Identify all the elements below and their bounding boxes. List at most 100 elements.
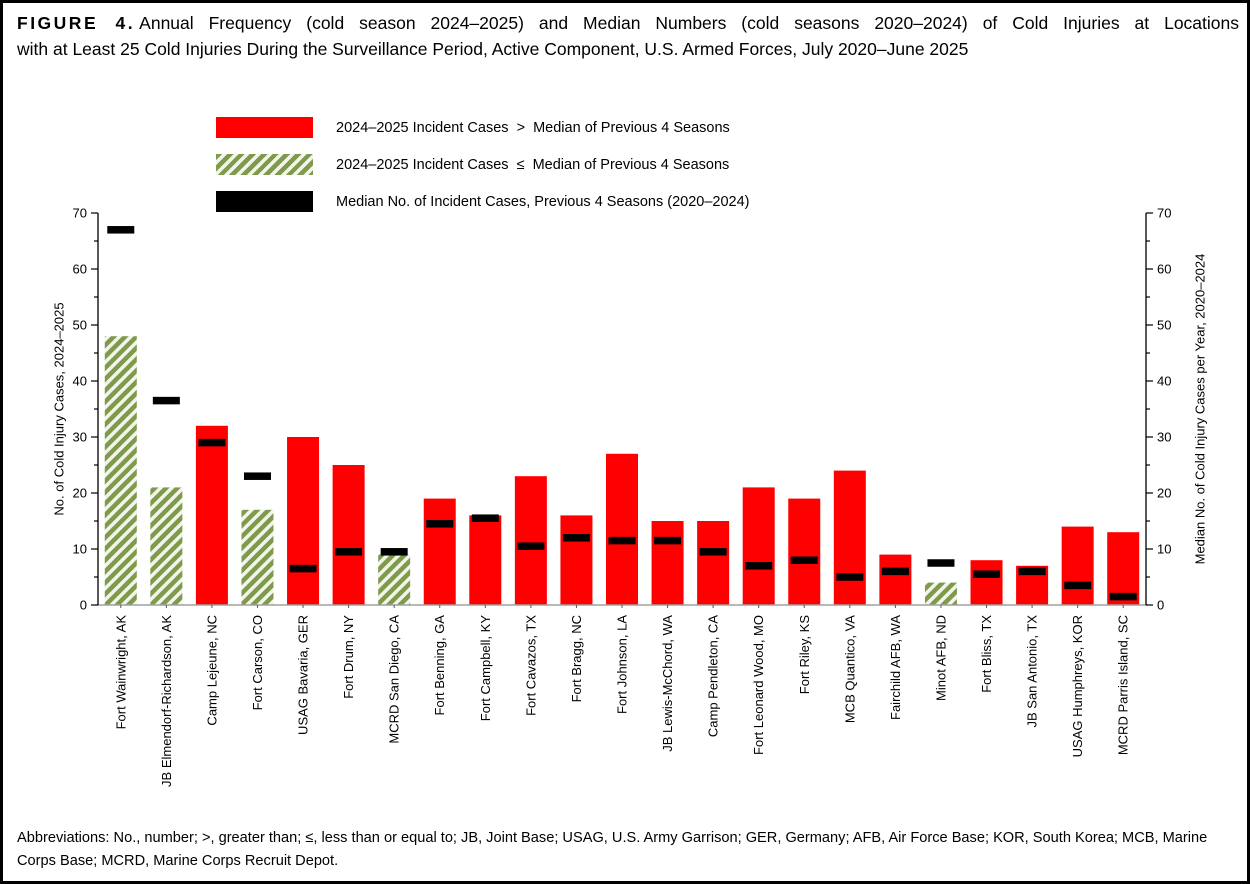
cold-injury-bar-chart: 0 0 10 10 20 20 30 30 40 40 50 50 60 60 70 70 Fort Wainw… [52,206,1208,787]
left-y-tick-label: 60 [73,262,87,277]
median-marker [1018,567,1046,576]
title-line-2: with at Least 25 Cold Injuries During th… [17,39,969,59]
right-y-tick-label: 0 [1157,598,1164,613]
x-axis-category-label: Fort Cavazos, TX [523,615,538,716]
median-marker [608,536,636,545]
x-axis-category-label: Fort Drum, NY [341,615,356,699]
median-marker [973,570,1001,578]
x-axis-category-label: MCB Quantico, VA [842,615,857,723]
median-marker [699,548,727,556]
left-y-axis-title: No. of Cold Injury Cases, 2024–2025 [52,302,67,515]
median-marker [380,548,408,556]
bar-above-median [879,554,912,605]
x-axis-category-label: Minot AFB, ND [933,615,948,701]
legend-label: 2024–2025 Incident Cases > Median of Pre… [336,119,730,136]
footer-abbreviations: Abbreviations: No., number; >, greater t… [17,830,1208,869]
median-marker [1109,592,1137,601]
median-marker [745,562,773,570]
legend-swatch-red [216,117,313,138]
right-y-tick-label: 10 [1157,542,1171,557]
left-y-tick-label: 70 [73,206,87,221]
bar-at-or-below-median [150,487,183,605]
x-axis-category-label: Fairchild AFB, WA [888,615,903,720]
bar-above-median [560,515,593,605]
bar-at-or-below-median [924,582,957,605]
median-marker [562,534,590,542]
legend-swatch-black [216,191,313,212]
bar-above-median [742,487,775,605]
x-axis-category-label: JB Lewis-McChord, WA [660,615,675,752]
x-axis-category-label: Fort Benning, GA [432,615,447,716]
legend: 2024–2025 Incident Cases > Median of Pre… [216,117,750,228]
bar-above-median [833,470,866,605]
bar-above-median [514,476,547,605]
median-marker [335,548,363,556]
right-y-tick-label: 20 [1157,486,1171,501]
left-y-tick-label: 50 [73,318,87,333]
x-axis-category-label: USAG Humphreys, KOR [1070,615,1085,757]
x-axis-category-label: Fort Bliss, TX [979,615,994,693]
legend-row-at-or-below-median: 2024–2025 Incident Cases ≤ Median of Pre… [216,154,750,175]
legend-label: Median No. of Incident Cases, Previous 4… [336,193,750,210]
bar-at-or-below-median [378,554,411,605]
figure-title: FIGURE 4. Annual Frequency (cold season 2… [17,10,1239,62]
x-axis-category-label: Fort Johnson, LA [615,615,630,714]
bar-above-median [287,437,320,605]
right-y-tick-label: 60 [1157,262,1171,277]
median-marker [152,396,180,405]
median-marker [790,556,818,564]
bar-at-or-below-median [104,336,137,605]
legend-swatch-green-hatched [216,154,313,175]
median-marker [654,536,682,545]
left-y-tick-label: 0 [80,598,87,613]
x-axis-category-label: MCRD San Diego, CA [387,615,402,744]
x-axis-category-label: Fort Carson, CO [250,615,265,710]
legend-row-median-marker: Median No. of Incident Cases, Previous 4… [216,191,750,212]
bar-above-median [1061,526,1094,605]
bar-at-or-below-median [241,509,274,605]
median-marker [289,564,317,573]
title-line-1: FIGURE 4. Annual Frequency (cold season 2… [17,10,1239,36]
bar-above-median [423,498,456,605]
median-marker [107,226,135,234]
x-axis-category-label: Fort Bragg, NC [569,615,584,702]
median-marker [927,559,955,567]
x-axis-category-label: Fort Riley, KS [797,615,812,695]
x-axis-category-label: USAG Bavaria, GER [296,615,311,735]
bar-above-median [788,498,821,605]
left-y-tick-label: 20 [73,486,87,501]
bar-above-median [697,521,730,605]
x-axis-category-label: Camp Pendleton, CA [706,615,721,737]
median-marker [836,573,864,581]
legend-label: 2024–2025 Incident Cases ≤ Median of Pre… [336,156,730,173]
median-marker [243,472,271,480]
right-y-axis-title: Median No. of Cold Injury Cases per Year… [1193,254,1208,565]
right-y-tick-label: 70 [1157,206,1171,221]
x-axis-category-label: JB Elmendorf-Richardson, AK [159,615,174,787]
x-axis-category-label: Fort Wainwright, AK [113,615,128,730]
right-y-tick-label: 50 [1157,318,1171,333]
median-marker [1064,581,1092,590]
left-y-tick-label: 30 [73,430,87,445]
median-marker [198,438,226,447]
figure-label: FIGURE 4. [17,13,136,33]
title-line-1-text: Annual Frequency (cold season 2024–2025)… [139,13,1240,33]
x-axis-category-label: JB San Antonio, TX [1025,615,1040,728]
x-axis-category-label: Fort Campbell, KY [478,615,493,722]
median-marker [881,567,909,576]
bar-above-median [332,465,365,605]
median-marker [517,542,545,550]
median-marker [426,520,454,528]
right-y-tick-label: 30 [1157,430,1171,445]
bar-above-median [606,453,638,605]
right-y-tick-label: 40 [1157,374,1171,389]
bar-above-median [651,521,684,605]
left-y-tick-label: 40 [73,374,87,389]
left-y-tick-label: 10 [73,542,87,557]
bar-above-median [970,560,1003,605]
bar-above-median [469,515,502,605]
median-marker [471,514,499,522]
bar-above-median [195,425,228,605]
x-axis-category-label: Fort Leonard Wood, MO [751,615,766,755]
